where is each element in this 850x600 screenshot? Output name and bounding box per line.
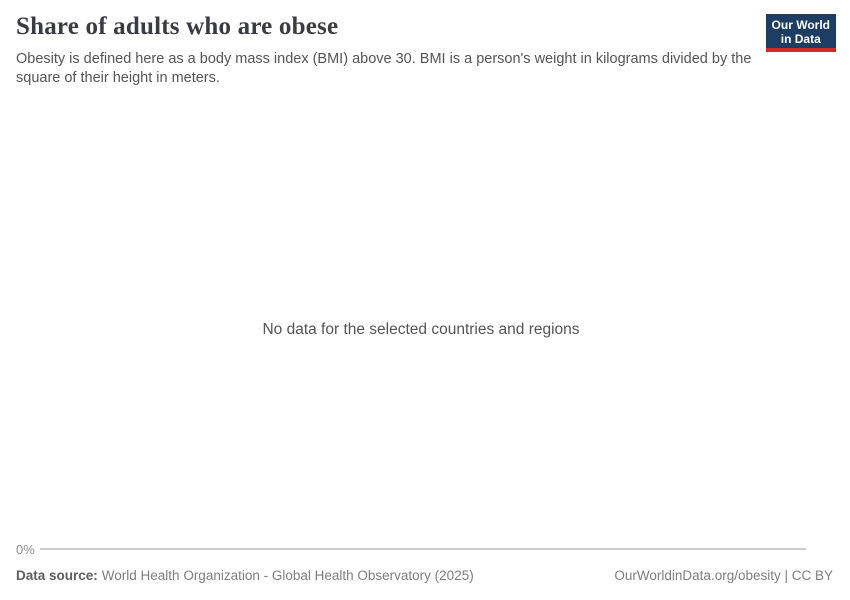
chart-title: Share of adults who are obese xyxy=(16,13,339,40)
y-axis-zero-tick-label: 0% xyxy=(16,542,35,557)
no-data-message: No data for the selected countries and r… xyxy=(262,321,580,338)
license-link[interactable]: OurWorldinData.org/obesity | CC BY xyxy=(614,568,833,583)
owid-logo-line2: in Data xyxy=(780,32,821,46)
data-source-label: Data source: xyxy=(16,568,98,583)
x-axis-baseline xyxy=(40,548,806,550)
data-source-text: World Health Organization - Global Healt… xyxy=(101,568,474,583)
data-source[interactable]: Data source: World Health Organization - … xyxy=(16,568,474,584)
chart-header-text: Share of adults who are obese Obesity is… xyxy=(16,12,753,87)
owid-logo[interactable]: Our World in Data xyxy=(765,14,836,52)
chart-subtitle: Obesity is defined here as a body mass i… xyxy=(16,51,752,86)
owid-logo-line1: Our World xyxy=(771,18,830,32)
chart-footer: Data source: World Health Organization - … xyxy=(16,568,833,584)
